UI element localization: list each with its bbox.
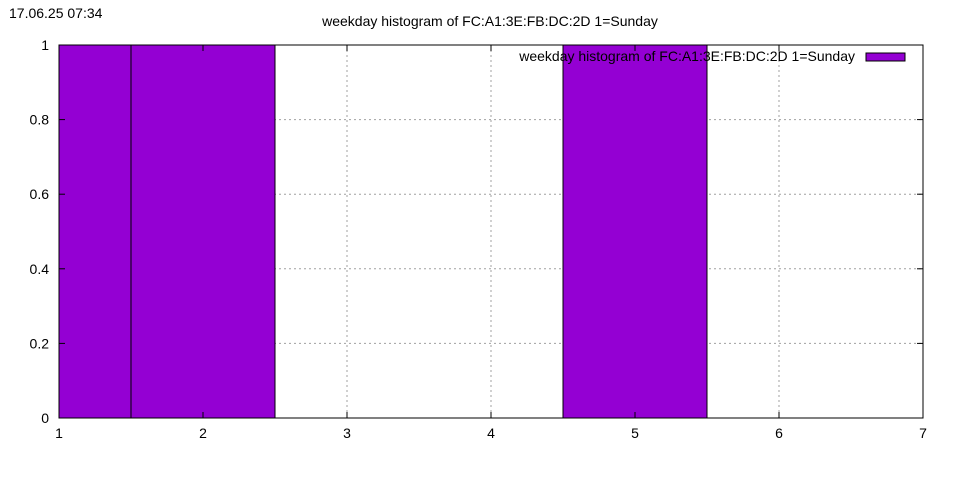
y-tick-label: 0.2 [30,335,50,351]
y-tick-label: 1 [41,37,49,53]
y-tick-label: 0.4 [30,261,50,277]
x-tick-label: 2 [199,425,207,441]
x-tick-label: 4 [487,425,495,441]
y-tick-label: 0 [41,410,49,426]
y-tick-label: 0.8 [30,112,50,128]
bars [58,44,708,419]
x-tick-label: 1 [55,425,63,441]
timestamp: 17.06.25 07:34 [9,5,103,21]
tick-labels: 1 2 3 4 5 6 7 0 0.2 0.4 0.6 0.8 1 [30,37,928,441]
x-tick-label: 5 [631,425,639,441]
x-tick-label: 7 [919,425,927,441]
y-tick-label: 0.6 [30,186,50,202]
histogram-bar [58,44,132,419]
histogram-bar [562,44,708,419]
legend-label: weekday histogram of FC:A1:3E:FB:DC:2D 1… [518,48,855,64]
axes [58,44,924,419]
histogram-bar [130,44,276,419]
legend-swatch [865,52,906,62]
chart-title: weekday histogram of FC:A1:3E:FB:DC:2D 1… [321,13,658,29]
legend: weekday histogram of FC:A1:3E:FB:DC:2D 1… [518,48,906,64]
x-tick-label: 3 [343,425,351,441]
x-tick-label: 6 [775,425,783,441]
